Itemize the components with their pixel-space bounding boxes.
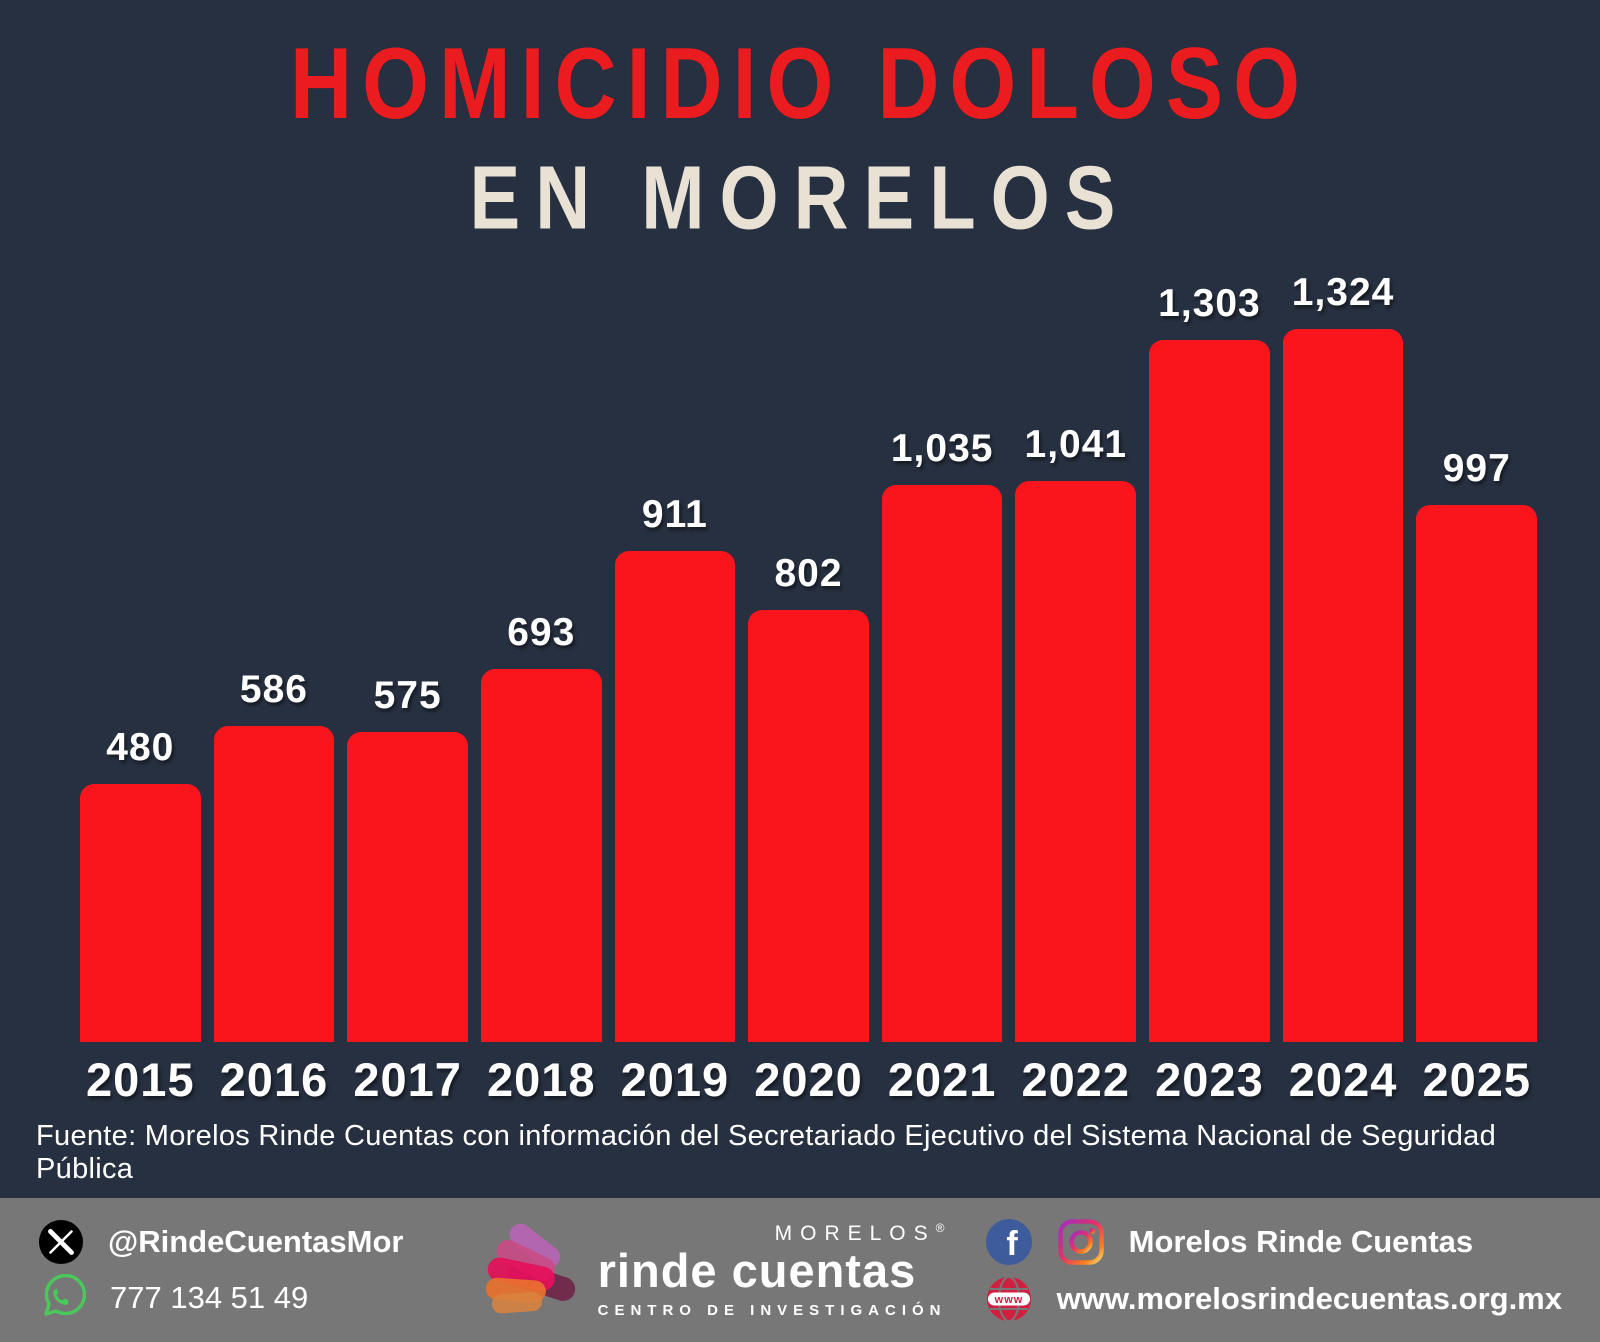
logo-morelos-label: MORELOS®	[774, 1220, 945, 1245]
www-globe-icon[interactable]: www	[985, 1275, 1033, 1323]
facebook-icon[interactable]: f	[985, 1218, 1033, 1266]
poster-title-line1: HOMICIDIO DOLOSO	[290, 27, 1310, 141]
x-axis-label: 2018	[486, 1053, 596, 1106]
bars-row: 480 586 575 693 911 802 1,035 1,041 1,303 1,324 99…	[80, 250, 1538, 1042]
x-axis-label: 2016	[219, 1053, 329, 1106]
bar	[213, 726, 335, 1042]
bar-column: 1,303	[1149, 282, 1270, 1042]
registered-mark: ®	[935, 1220, 945, 1235]
logo-sub-label: CENTRO DE INVESTIGACIÓN	[597, 1302, 947, 1320]
bar	[748, 610, 869, 1042]
bar	[1282, 329, 1404, 1042]
svg-text:www: www	[993, 1294, 1023, 1306]
bar-value-label: 1,303	[1158, 282, 1261, 325]
bar-column: 693	[480, 611, 602, 1042]
x-twitter-icon[interactable]	[38, 1219, 84, 1265]
bar	[480, 669, 602, 1042]
bar	[1149, 340, 1270, 1042]
bar-value-label: 802	[774, 552, 843, 595]
x-axis-label: 2015	[86, 1053, 195, 1106]
poster-title-line2: EN MORELOS	[469, 148, 1131, 249]
bar	[1416, 505, 1538, 1042]
logo-leaves-icon	[482, 1215, 594, 1325]
bar-value-label: 911	[641, 493, 708, 536]
bar-column: 1,041	[1015, 423, 1137, 1042]
bar-column: 575	[347, 674, 468, 1042]
footer: @RindeCuentasMor 777 134 51 49	[0, 1198, 1600, 1342]
bar-value-label: 586	[239, 668, 308, 711]
phone-number[interactable]: 777 134 51 49	[110, 1279, 309, 1315]
footer-left: @RindeCuentasMor 777 134 51 49	[38, 1219, 403, 1322]
bar	[347, 732, 468, 1042]
instagram-icon[interactable]	[1057, 1218, 1105, 1266]
bar-value-label: 575	[373, 674, 442, 717]
bar-column: 802	[748, 552, 869, 1042]
bar-column: 911	[614, 493, 736, 1042]
source-note: Fuente: Morelos Rinde Cuentas con inform…	[36, 1120, 1497, 1185]
bar-column: 997	[1416, 447, 1538, 1042]
x-axis-label: 2022	[1021, 1053, 1131, 1106]
bar	[1015, 481, 1137, 1042]
x-axis-label: 2023	[1155, 1053, 1264, 1106]
x-axis-label: 2020	[754, 1053, 863, 1106]
bar	[881, 485, 1003, 1042]
bar-chart: 480 586 575 693 911 802 1,035 1,041 1,303 1,324 99…	[80, 250, 1538, 1107]
bar	[80, 784, 201, 1042]
bar-column: 480	[80, 726, 201, 1042]
svg-text:f: f	[1006, 1225, 1018, 1263]
bar-column: 586	[213, 668, 335, 1042]
x-axis-label: 2021	[887, 1053, 997, 1106]
title-block: HOMICIDIO DOLOSO EN MORELOS	[0, 26, 1600, 248]
x-axis-label: 2025	[1422, 1053, 1531, 1106]
x-axis: 2015 2016 2017 2018 2019 2020 2021 2022 2023 2024…	[80, 1052, 1537, 1107]
social-account-name: Morelos Rinde Cuentas	[1128, 1223, 1474, 1259]
twitter-handle[interactable]: @RindeCuentasMor	[108, 1223, 404, 1259]
x-axis-label: 2017	[353, 1053, 462, 1106]
bar-value-label: 1,324	[1291, 271, 1395, 314]
org-logo: MORELOS® rinde cuentas CENTRO DE INVESTI…	[482, 1215, 947, 1325]
bar-value-label: 1,041	[1024, 423, 1128, 466]
bar-value-label: 480	[106, 726, 175, 769]
whatsapp-icon[interactable]	[38, 1273, 86, 1322]
bar-value-label: 997	[1442, 447, 1511, 490]
bar-column: 1,324	[1282, 271, 1404, 1042]
logo-main-label: rinde cuentas	[597, 1243, 917, 1297]
logo-text: MORELOS® rinde cuentas CENTRO DE INVESTI…	[598, 1221, 947, 1319]
bar	[614, 551, 736, 1042]
x-axis-label: 2019	[620, 1053, 730, 1106]
website-url[interactable]: www.morelosrindecuentas.org.mx	[1056, 1280, 1562, 1316]
bar-column: 1,035	[881, 427, 1003, 1042]
bar-value-label: 1,035	[890, 427, 994, 470]
bar-value-label: 693	[507, 611, 576, 654]
footer-right: f	[985, 1218, 1562, 1323]
x-axis-label: 2024	[1288, 1053, 1398, 1106]
